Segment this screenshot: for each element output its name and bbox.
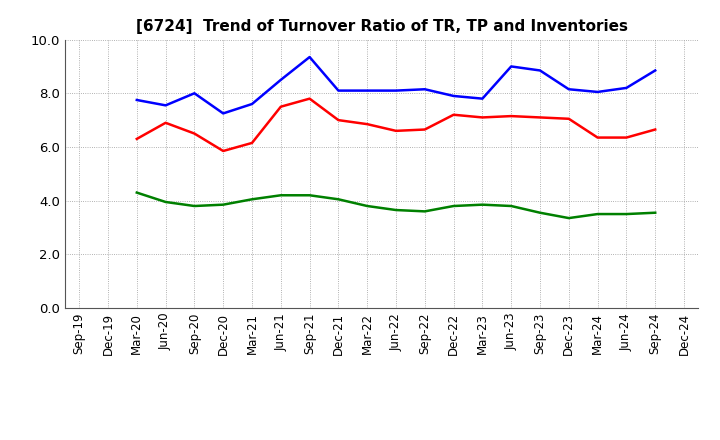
Trade Payables xyxy=(276,77,285,82)
Trade Receivables xyxy=(161,120,170,125)
Inventories xyxy=(219,202,228,207)
Trade Payables xyxy=(248,101,256,106)
Inventories xyxy=(564,216,573,221)
Trade Payables xyxy=(651,68,660,73)
Trade Receivables xyxy=(507,114,516,119)
Trade Receivables xyxy=(190,131,199,136)
Trade Payables xyxy=(478,96,487,101)
Trade Payables xyxy=(507,64,516,69)
Trade Payables xyxy=(219,111,228,116)
Trade Payables xyxy=(132,97,141,103)
Inventories xyxy=(593,211,602,216)
Trade Receivables xyxy=(132,136,141,142)
Trade Payables xyxy=(622,85,631,91)
Inventories xyxy=(420,209,429,214)
Trade Receivables xyxy=(276,104,285,109)
Inventories xyxy=(334,197,343,202)
Inventories xyxy=(190,203,199,209)
Inventories xyxy=(651,210,660,215)
Trade Receivables xyxy=(449,112,458,117)
Trade Receivables xyxy=(334,117,343,123)
Inventories xyxy=(478,202,487,207)
Trade Payables xyxy=(593,89,602,95)
Trade Payables xyxy=(392,88,400,93)
Trade Receivables xyxy=(248,140,256,146)
Inventories xyxy=(622,211,631,216)
Line: Inventories: Inventories xyxy=(137,193,655,218)
Inventories xyxy=(276,193,285,198)
Title: [6724]  Trend of Turnover Ratio of TR, TP and Inventories: [6724] Trend of Turnover Ratio of TR, TP… xyxy=(135,19,628,34)
Trade Payables xyxy=(161,103,170,108)
Trade Receivables xyxy=(536,115,544,120)
Trade Payables xyxy=(190,91,199,96)
Inventories xyxy=(449,203,458,209)
Trade Receivables xyxy=(564,116,573,121)
Trade Receivables xyxy=(363,121,372,127)
Inventories xyxy=(161,199,170,205)
Inventories xyxy=(305,193,314,198)
Inventories xyxy=(536,210,544,215)
Trade Payables xyxy=(305,55,314,60)
Inventories xyxy=(363,203,372,209)
Trade Receivables xyxy=(593,135,602,140)
Line: Trade Receivables: Trade Receivables xyxy=(137,99,655,151)
Trade Payables xyxy=(449,93,458,99)
Inventories xyxy=(507,203,516,209)
Trade Payables xyxy=(536,68,544,73)
Inventories xyxy=(248,197,256,202)
Trade Receivables xyxy=(219,148,228,154)
Trade Receivables xyxy=(651,127,660,132)
Trade Payables xyxy=(363,88,372,93)
Trade Receivables xyxy=(420,127,429,132)
Trade Payables xyxy=(564,87,573,92)
Trade Receivables xyxy=(392,128,400,133)
Trade Receivables xyxy=(478,115,487,120)
Trade Receivables xyxy=(305,96,314,101)
Trade Receivables xyxy=(622,135,631,140)
Inventories xyxy=(392,207,400,213)
Inventories xyxy=(132,190,141,195)
Line: Trade Payables: Trade Payables xyxy=(137,57,655,114)
Trade Payables xyxy=(334,88,343,93)
Trade Payables xyxy=(420,87,429,92)
